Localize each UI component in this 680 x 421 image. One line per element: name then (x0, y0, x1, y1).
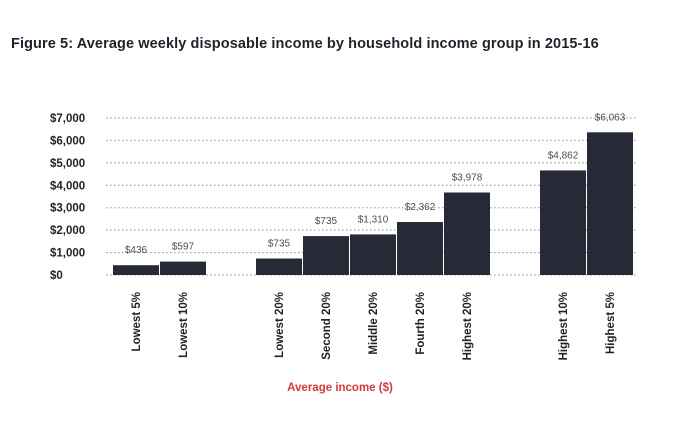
x-category-label: Lowest 10% (178, 292, 190, 358)
x-category-label: Lowest 5% (131, 292, 143, 351)
y-tick-label: $0 (50, 270, 63, 282)
bar (397, 222, 443, 275)
x-category-label: Second 20% (321, 292, 333, 360)
data-labels: $436 $597 $735 $735 $1,310 $2,362 $3,978 $4,862… (125, 112, 626, 256)
data-label: $735 (315, 216, 338, 227)
bar (303, 236, 349, 275)
y-tick-label: $1,000 (50, 248, 85, 260)
x-category-labels: Lowest 5% Lowest 10% Lowest 20% Second 20% M… (131, 292, 617, 360)
bars (113, 132, 633, 275)
y-tick-label: $7,000 (50, 113, 85, 125)
y-tick-label: $3,000 (50, 203, 85, 215)
bar (160, 261, 206, 275)
bar (587, 132, 633, 275)
x-axis-title: Average income ($) (287, 382, 393, 394)
x-category-label: Fourth 20% (415, 292, 427, 355)
y-tick-label: $5,000 (50, 158, 85, 170)
x-category-label: Middle 20% (368, 292, 380, 355)
data-label: $735 (268, 239, 291, 250)
bar (540, 170, 586, 275)
y-tick-label: $2,000 (50, 225, 85, 237)
data-label: $597 (172, 242, 195, 253)
data-label: $436 (125, 245, 148, 256)
x-category-label: Highest 20% (462, 292, 474, 360)
bar (444, 192, 490, 275)
y-tick-label: $6,000 (50, 135, 85, 147)
y-axis-ticks: $0 $1,000 $2,000 $3,000 $4,000 $5,000 $6,000 $7… (50, 113, 85, 282)
data-label: $3,978 (452, 173, 483, 184)
bar (256, 258, 302, 275)
x-category-label: Highest 5% (605, 292, 617, 354)
x-category-label: Highest 10% (558, 292, 570, 360)
y-tick-label: $4,000 (50, 180, 85, 192)
bar (350, 234, 396, 275)
data-label: $4,862 (548, 150, 579, 161)
data-label: $2,362 (405, 202, 436, 213)
figure-title: Figure 5: Average weekly disposable inco… (11, 36, 599, 52)
x-category-label: Lowest 20% (274, 292, 286, 358)
data-label: $6,063 (595, 112, 626, 123)
data-label: $1,310 (358, 214, 389, 225)
bar (113, 265, 159, 275)
